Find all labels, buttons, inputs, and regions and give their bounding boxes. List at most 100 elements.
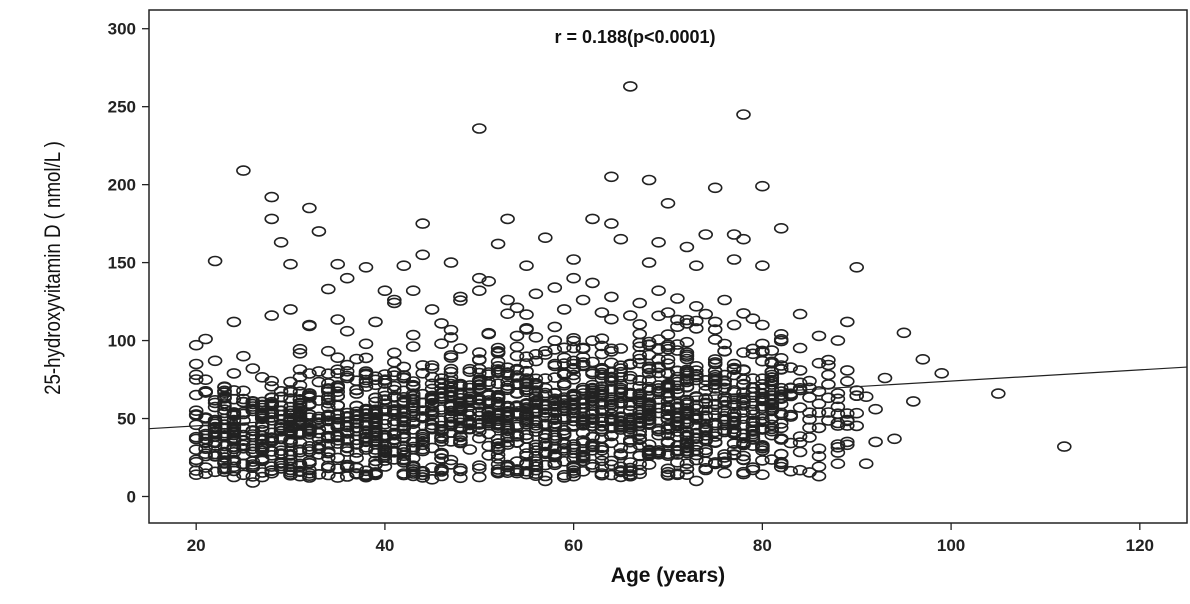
data-point [537, 373, 553, 384]
data-point [632, 341, 648, 353]
data-point [547, 412, 563, 424]
data-point [519, 402, 534, 413]
data-point [434, 463, 449, 475]
data-point [434, 425, 449, 436]
data-point [339, 407, 355, 419]
data-point [537, 400, 553, 412]
data-point [604, 218, 619, 229]
data-point [245, 429, 261, 440]
data-point [632, 319, 648, 330]
data-point [358, 420, 374, 432]
data-point [660, 450, 676, 462]
data-point [830, 335, 846, 346]
data-point [622, 310, 638, 321]
data-point [500, 294, 515, 306]
data-point [773, 434, 789, 445]
data-point [915, 353, 931, 365]
data-point [188, 431, 204, 443]
data-point [622, 81, 638, 92]
data-point [755, 260, 770, 272]
data-point [594, 449, 610, 461]
data-point [556, 342, 572, 354]
data-point [528, 391, 544, 402]
data-point [519, 458, 534, 470]
data-point [358, 408, 374, 419]
data-point [556, 358, 572, 369]
data-point [396, 361, 412, 373]
data-point [585, 379, 600, 391]
data-point [358, 469, 374, 481]
data-point [773, 360, 789, 371]
data-point [707, 324, 723, 335]
data-point [434, 393, 449, 405]
y-tick-label: 150 [108, 254, 136, 273]
data-point [283, 412, 298, 424]
data-point [773, 456, 789, 468]
data-point [585, 382, 600, 394]
data-point [226, 471, 242, 483]
data-point [415, 218, 431, 229]
data-point [745, 348, 761, 360]
data-point [632, 458, 648, 470]
data-point [773, 223, 789, 234]
data-point [377, 432, 393, 443]
data-point [443, 324, 459, 336]
data-point [641, 339, 657, 351]
data-point [613, 420, 629, 432]
data-point [726, 449, 742, 461]
data-point [207, 394, 223, 406]
data-point [443, 419, 459, 430]
data-point [585, 461, 600, 473]
data-point [236, 396, 251, 408]
data-point [670, 365, 685, 377]
data-point [415, 431, 431, 443]
data-point [377, 418, 393, 430]
data-point [604, 399, 619, 411]
data-point [641, 397, 657, 408]
data-point [273, 445, 289, 457]
data-point [443, 352, 459, 363]
data-point [198, 462, 213, 473]
data-point [679, 426, 695, 438]
data-point [670, 411, 685, 423]
data-point [868, 436, 883, 448]
data-point [839, 415, 855, 427]
data-point [575, 435, 591, 446]
data-point [679, 403, 695, 414]
data-point [688, 432, 704, 444]
data-point [604, 171, 619, 183]
data-point [349, 422, 364, 434]
data-point [821, 369, 836, 381]
data-point [405, 452, 421, 464]
data-point [349, 468, 364, 479]
data-point [358, 428, 374, 440]
data-point [528, 331, 544, 343]
data-point [679, 349, 695, 361]
data-point [849, 261, 865, 273]
data-point [500, 308, 515, 320]
data-point [641, 419, 657, 431]
data-point [613, 384, 629, 396]
data-point [405, 470, 421, 482]
data-point [283, 434, 298, 446]
data-point [311, 226, 327, 237]
data-point [264, 213, 280, 225]
data-point [386, 356, 402, 368]
data-point [632, 297, 648, 309]
data-point [311, 411, 327, 423]
data-point [651, 380, 666, 391]
data-point [528, 378, 544, 390]
data-point [736, 450, 751, 462]
data-point [745, 426, 761, 437]
data-point [849, 390, 865, 402]
data-point [283, 461, 298, 473]
data-point [396, 397, 412, 409]
data-point [226, 465, 242, 477]
data-point [528, 348, 544, 360]
data-point [698, 411, 714, 423]
data-point [396, 416, 412, 428]
data-point [830, 408, 846, 420]
data-point [443, 332, 459, 343]
data-point [273, 433, 289, 445]
data-point [453, 343, 468, 354]
